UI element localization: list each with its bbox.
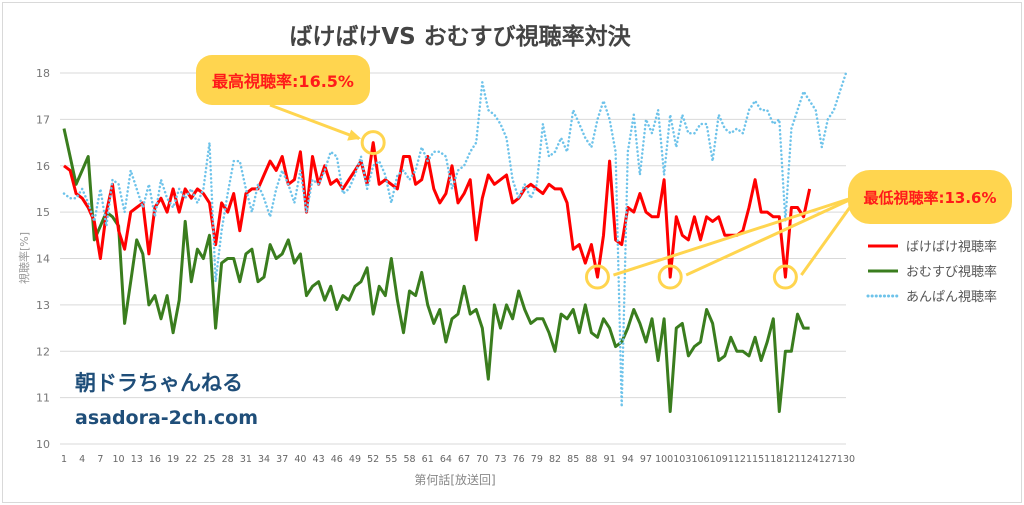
series-lines (62, 71, 848, 413)
callout-box-min (848, 170, 1012, 224)
x-tick-label: 1 (61, 454, 67, 465)
y-tick-label: 18 (36, 67, 50, 80)
x-tick-label: 7 (97, 454, 103, 465)
series-line-3 (62, 71, 848, 409)
x-tick-label: 25 (203, 454, 215, 465)
callout-arrow (612, 194, 859, 277)
x-tick-label: 76 (513, 454, 525, 465)
annotations: 最高視聴率:16.5% 最低視聴率:13.6% (196, 55, 1012, 290)
series-line-2 (62, 128, 810, 413)
x-tick-label: 52 (367, 454, 379, 465)
x-tick-label: 118 (764, 454, 782, 465)
callout-label-min: 最低視聴率:13.6% (863, 189, 996, 207)
callout-label-max: 最高視聴率:16.5% (212, 72, 354, 91)
x-axis-ticks: 1 4 7 10 13 16 19 22 25 28 31 34 37 40 43 46 49 52 55 58 61 6… (61, 454, 855, 465)
x-tick-label: 4 (79, 454, 85, 465)
callout-box-max (196, 55, 370, 105)
x-tick-label: 10 (113, 454, 125, 465)
callout-arrow (800, 195, 860, 276)
legend-label: ばけばけ視聴率 (906, 239, 997, 255)
x-tick-label: 16 (149, 454, 161, 465)
highlight-circle (360, 130, 386, 156)
x-tick-label: 64 (440, 454, 452, 465)
x-tick-label: 73 (494, 454, 506, 465)
watermark-name: 朝ドラちゃんねる (75, 371, 243, 395)
x-tick-label: 85 (567, 454, 579, 465)
watermark-url: asadora-2ch.com (75, 407, 258, 429)
y-tick-label: 12 (36, 345, 50, 358)
x-tick-label: 40 (294, 454, 306, 465)
series-line-1 (63, 141, 812, 279)
highlight-circle (657, 264, 683, 290)
x-tick-label: 22 (185, 454, 197, 465)
y-tick-label: 11 (36, 392, 50, 405)
y-axis-ticks: 10 11 12 13 14 15 16 17 18 (36, 67, 50, 451)
callout-arrow (269, 103, 360, 140)
x-tick-label: 79 (531, 454, 543, 465)
y-tick-label: 14 (36, 253, 50, 266)
x-tick-label: 127 (819, 454, 837, 465)
x-tick-label: 82 (549, 454, 561, 465)
y-tick-label: 13 (36, 299, 50, 312)
x-tick-label: 91 (604, 454, 616, 465)
x-tick-label: 103 (673, 454, 691, 465)
y-tick-label: 17 (36, 113, 50, 126)
x-tick-label: 49 (349, 454, 361, 465)
gridlines (60, 72, 846, 445)
x-tick-label: 31 (240, 454, 252, 465)
x-tick-label: 130 (837, 454, 855, 465)
x-tick-label: 94 (622, 454, 634, 465)
x-tick-label: 55 (385, 454, 397, 465)
callout-arrow (685, 194, 859, 277)
x-tick-label: 19 (167, 454, 179, 465)
x-axis-label: 第何話[放送回] (414, 472, 495, 487)
x-tick-label: 67 (458, 454, 470, 465)
x-tick-label: 124 (801, 454, 819, 465)
x-tick-label: 100 (655, 454, 673, 465)
arrowhead (347, 129, 362, 141)
x-tick-label: 43 (313, 454, 325, 465)
x-tick-label: 58 (403, 454, 415, 465)
legend-label: おむすび視聴率 (906, 264, 997, 280)
x-tick-label: 70 (476, 454, 488, 465)
x-tick-label: 34 (258, 454, 270, 465)
x-tick-label: 13 (131, 454, 143, 465)
legend-label: あんぱん視聴率 (906, 289, 997, 305)
y-tick-label: 10 (36, 438, 50, 451)
x-tick-label: 46 (331, 454, 343, 465)
x-tick-label: 106 (691, 454, 709, 465)
x-tick-label: 61 (422, 454, 434, 465)
x-tick-label: 28 (222, 454, 234, 465)
y-axis-label: 視聴率[%] (17, 232, 31, 284)
highlight-circle (584, 264, 610, 290)
x-tick-label: 37 (276, 454, 288, 465)
x-tick-label: 97 (640, 454, 652, 465)
chart-title: ばけばけVS おむすび視聴率対決 (289, 23, 631, 50)
x-tick-label: 115 (746, 454, 764, 465)
highlight-circle (772, 264, 798, 290)
x-tick-label: 88 (585, 454, 597, 465)
x-tick-label: 109 (710, 454, 728, 465)
y-tick-label: 15 (36, 206, 50, 219)
x-tick-label: 121 (782, 454, 800, 465)
y-tick-label: 16 (36, 160, 50, 173)
x-tick-label: 112 (728, 454, 746, 465)
